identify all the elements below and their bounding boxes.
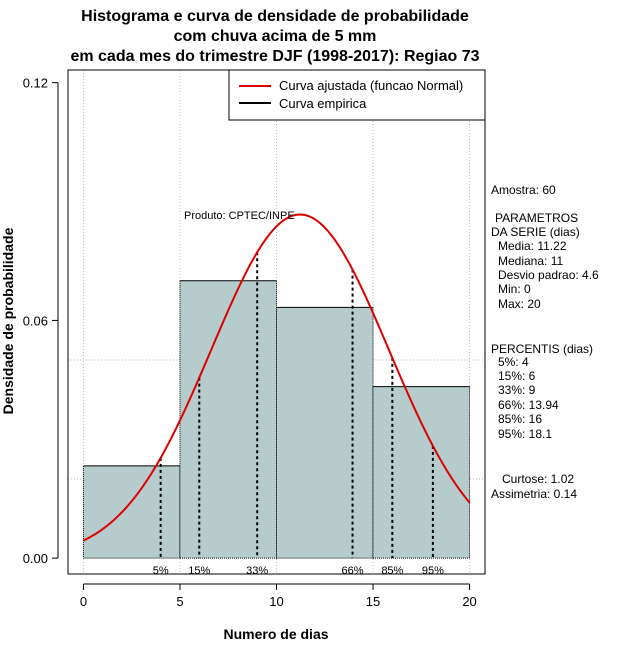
histogram-bar-3 bbox=[373, 386, 470, 559]
percentile-label-5: 95% bbox=[422, 565, 444, 577]
percentile-label-4: 85% bbox=[381, 565, 403, 577]
chart-title-line-2: com chuva acima de 5 mm bbox=[174, 28, 377, 45]
stat-mediana: Mediana: 11 bbox=[498, 254, 563, 268]
axes: 0.00 0.06 0.12 0 5 10 15 20 bbox=[23, 76, 477, 609]
x-axis-title: Numero de dias bbox=[223, 626, 328, 642]
stat-param-title-1: PARAMETROS bbox=[495, 211, 578, 225]
y-axis-title: Densidade de probabilidade bbox=[0, 227, 16, 414]
legend-empirical-label: Curva empirica bbox=[279, 96, 367, 111]
x-tick-label-3: 15 bbox=[366, 594, 380, 609]
histogram-bar-0 bbox=[83, 465, 180, 559]
legend-box bbox=[228, 69, 486, 121]
stat-max: Max: 20 bbox=[498, 297, 541, 311]
stat-percentis-title: PERCENTIS (dias) bbox=[491, 342, 593, 356]
y-tick-label-2: 0.12 bbox=[23, 76, 48, 91]
stat-p95: 95%: 18.1 bbox=[498, 427, 552, 441]
chart-title-line-1: Histograma e curva de densidade de proba… bbox=[81, 8, 469, 25]
y-tick-label-0: 0.00 bbox=[23, 551, 48, 566]
percentile-label-3: 66% bbox=[342, 565, 364, 577]
stat-media: Media: 11.22 bbox=[498, 239, 567, 253]
histogram-bar-1 bbox=[179, 280, 277, 559]
stat-p5: 5%: 4 bbox=[498, 355, 529, 369]
histogram-bars bbox=[82, 280, 471, 559]
fitted-normal-curve bbox=[83, 213, 471, 542]
stat-p66: 66%: 13.94 bbox=[498, 398, 559, 412]
percentile-label-1: 15% bbox=[188, 565, 210, 577]
product-annotation: Produto: CPTEC/INPE bbox=[184, 210, 295, 222]
x-tick-label-2: 10 bbox=[269, 594, 283, 609]
legend: Curva ajustada (funcao Normal) Curva emp… bbox=[228, 69, 486, 121]
stat-desvio: Desvio padrao: 4.6 bbox=[498, 268, 599, 282]
stat-p15: 15%: 6 bbox=[498, 369, 536, 383]
legend-fitted-label: Curva ajustada (funcao Normal) bbox=[279, 78, 463, 93]
x-tick-label-0: 0 bbox=[80, 594, 87, 609]
chart-title-line-3: em cada mes do trimestre DJF (1998-2017)… bbox=[70, 48, 479, 65]
x-tick-label-1: 5 bbox=[176, 594, 183, 609]
stat-p33: 33%: 9 bbox=[498, 383, 536, 397]
stat-curtose: Curtose: 1.02 bbox=[502, 472, 574, 486]
y-tick-label-1: 0.06 bbox=[23, 313, 48, 328]
x-tick-label-4: 20 bbox=[462, 594, 476, 609]
stat-assimetria: Assimetria: 0.14 bbox=[491, 487, 577, 501]
stat-amostra: Amostra: 60 bbox=[491, 183, 556, 197]
histogram-bar-2 bbox=[276, 307, 374, 559]
percentile-label-0: 5% bbox=[153, 565, 169, 577]
stat-min: Min: 0 bbox=[498, 282, 531, 296]
stat-p85: 85%: 16 bbox=[498, 412, 542, 426]
fitted-curve-layer bbox=[83, 213, 471, 542]
percentile-label-2: 33% bbox=[246, 565, 268, 577]
stat-param-title-2: DA SERIE (dias) bbox=[491, 225, 580, 239]
stats-panel: Amostra: 60 PARAMETROS DA SERIE (dias) M… bbox=[491, 183, 599, 501]
